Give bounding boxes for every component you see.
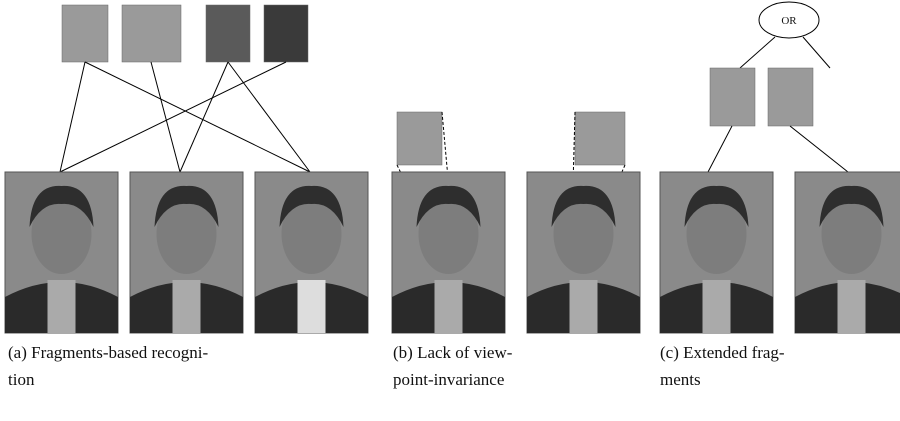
face-photo [660, 172, 773, 333]
face-photo [527, 172, 640, 333]
face-photo [130, 172, 243, 333]
fragment [575, 112, 625, 165]
page: OR (a) Fragments-based recogni-tion (b) L… [0, 0, 900, 421]
face-photo [255, 172, 368, 333]
or-label: OR [781, 15, 797, 27]
collar [298, 280, 326, 333]
collar [838, 280, 866, 333]
caption-line: tion [8, 370, 35, 389]
collar [570, 280, 598, 333]
fragment [397, 112, 442, 165]
fragment [62, 5, 108, 62]
collar [48, 280, 76, 333]
fragment [710, 68, 755, 126]
caption-line: (c) Extended frag- [660, 343, 785, 362]
face-photo [5, 172, 118, 333]
fragments-a [62, 5, 308, 62]
captions: (a) Fragments-based recogni-tion (b) Lack… [8, 343, 785, 389]
figure: OR (a) Fragments-based recogni-tion (b) L… [0, 0, 900, 421]
fragment [122, 5, 181, 62]
fragment [264, 5, 308, 62]
face-photo [795, 172, 900, 333]
collar [703, 280, 731, 333]
caption-line: (a) Fragments-based recogni- [8, 343, 208, 362]
caption-line: ments [660, 370, 701, 389]
caption-line: (b) Lack of view- [393, 343, 513, 362]
collar [173, 280, 201, 333]
collar [435, 280, 463, 333]
face-photo [392, 172, 505, 333]
caption-line: point-invariance [393, 370, 504, 389]
connections-a [60, 62, 310, 172]
fragment [768, 68, 813, 126]
photos [5, 172, 900, 333]
fragment [206, 5, 250, 62]
